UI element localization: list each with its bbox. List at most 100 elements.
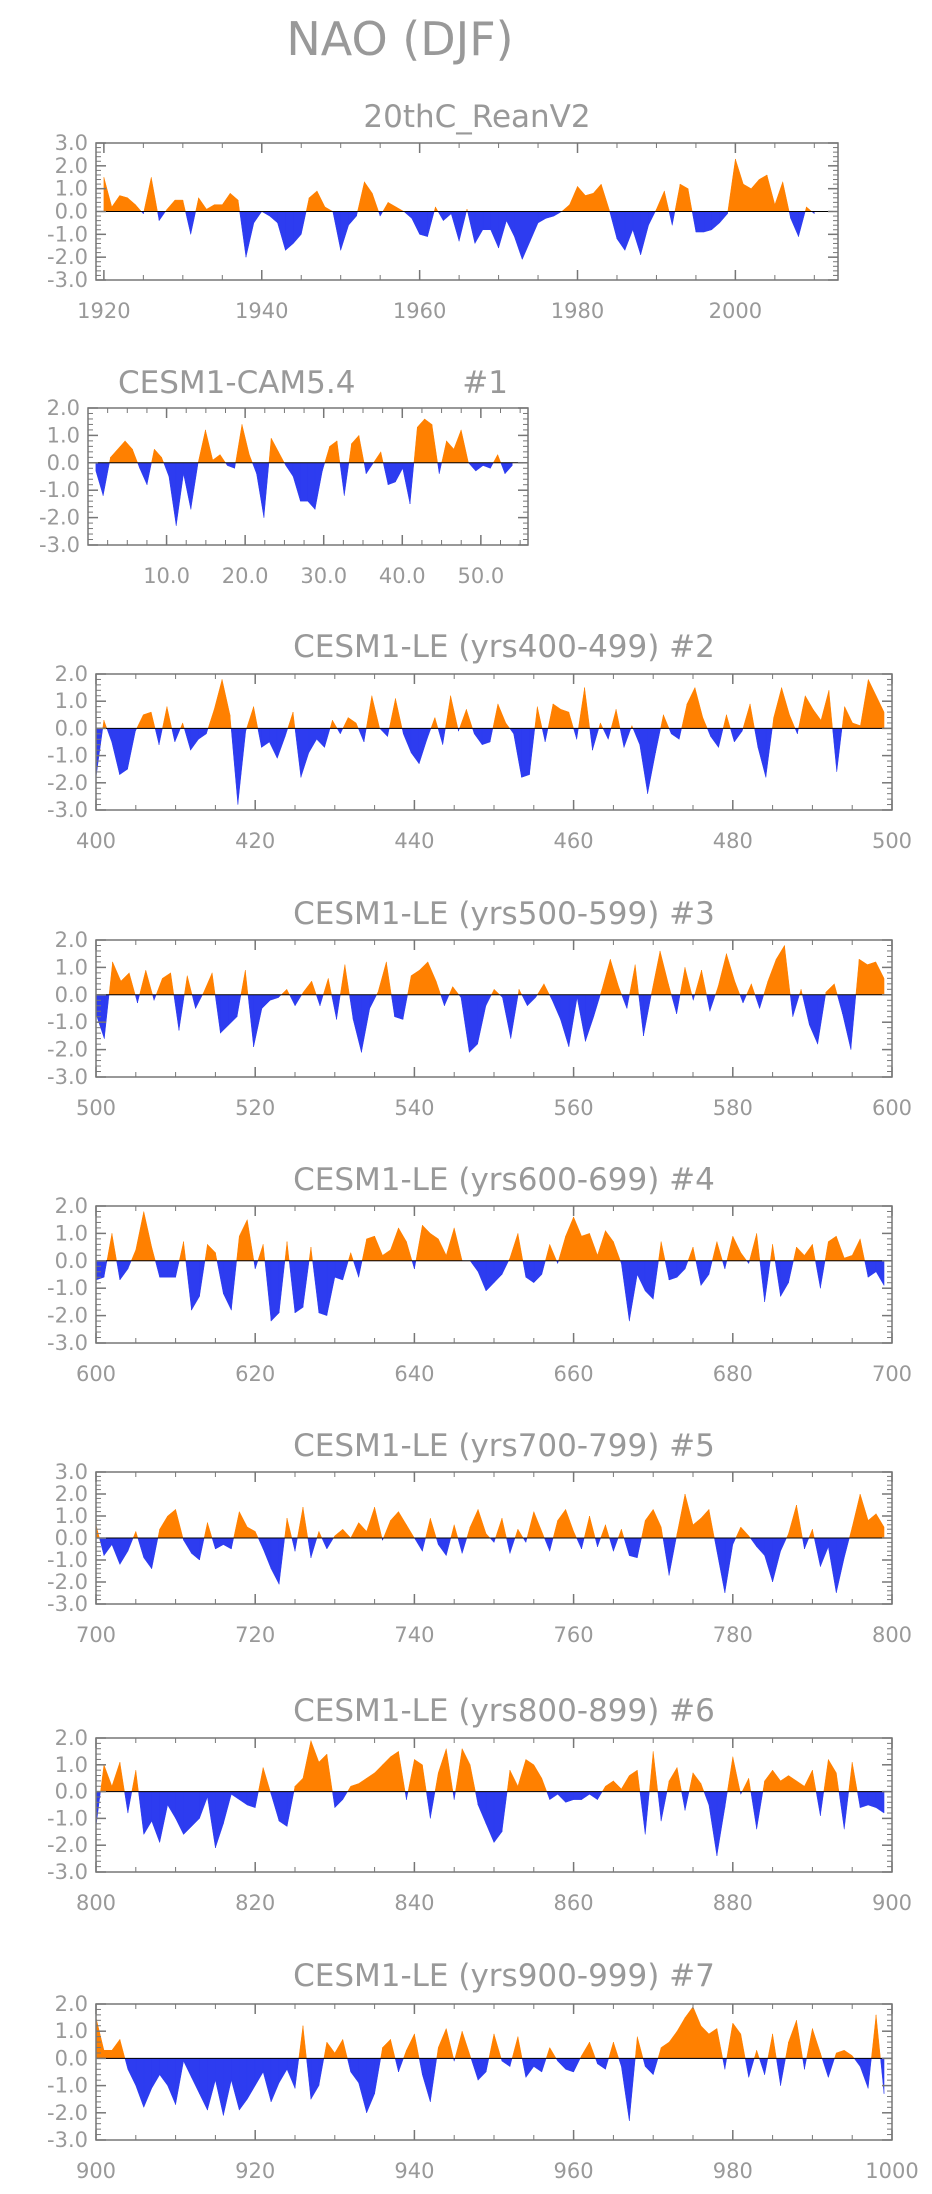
y-tick-label: -3.0 xyxy=(47,268,88,292)
x-tick-label: 50.0 xyxy=(457,564,504,588)
x-tick-label: 600 xyxy=(76,1362,116,1386)
y-tick-label: 3.0 xyxy=(55,131,88,155)
chart-tag: #7 xyxy=(659,1958,715,1994)
x-tick-label: 400 xyxy=(76,829,116,853)
negative-area xyxy=(95,1260,885,1322)
y-tick-label: 0.0 xyxy=(47,451,80,475)
y-tick-label: -3.0 xyxy=(47,798,88,822)
positive-area xyxy=(103,158,815,212)
x-tick-label: 880 xyxy=(713,1891,753,1915)
negative-area xyxy=(95,994,885,1053)
y-tick-label: -2.0 xyxy=(47,2101,88,2125)
y-tick-label: -2.0 xyxy=(47,1570,88,1594)
x-tick-label: 10.0 xyxy=(143,564,190,588)
x-tick-label: 520 xyxy=(235,1096,275,1120)
y-tick-label: -1.0 xyxy=(47,1548,88,1572)
x-tick-label: 440 xyxy=(394,829,434,853)
chart-title: CESM1-LE (yrs600-699) #4 xyxy=(293,1162,715,1198)
y-tick-label: 1.0 xyxy=(55,177,88,201)
x-tick-label: 1980 xyxy=(551,299,604,323)
figure-title: NAO (DJF) xyxy=(286,12,513,66)
x-tick-label: 760 xyxy=(554,1623,594,1647)
x-tick-label: 580 xyxy=(713,1096,753,1120)
x-tick-label: 680 xyxy=(713,1362,753,1386)
x-tick-label: 1920 xyxy=(77,299,130,323)
chart-title: CESM1-LE (yrs400-499) #2 xyxy=(293,629,715,665)
x-tick-label: 960 xyxy=(554,2159,594,2183)
y-tick-label: 3.0 xyxy=(55,1460,88,1484)
y-tick-label: -2.0 xyxy=(47,245,88,269)
x-tick-label: 800 xyxy=(872,1623,912,1647)
chart-panel-2: CESM1-CAM5.4 #1 2.0 1.0 0.0 -1.0 -2.0 -3.0 10.0 2… xyxy=(39,365,529,588)
y-tick-label: 2.0 xyxy=(55,1726,88,1750)
y-tick-label: -1.0 xyxy=(47,744,88,768)
chart-tag: #4 xyxy=(659,1162,715,1198)
x-tick-label: 800 xyxy=(76,1891,116,1915)
chart-title-text: CESM1-LE (yrs600-699) xyxy=(293,1162,659,1198)
chart-tag: #3 xyxy=(659,896,715,932)
y-tick-label: 2.0 xyxy=(47,396,80,420)
x-tick-label: 500 xyxy=(872,829,912,853)
negative-area xyxy=(95,728,885,805)
x-tick-label: 660 xyxy=(554,1362,594,1386)
x-tick-label: 40.0 xyxy=(379,564,426,588)
y-tick-label: -3.0 xyxy=(47,1860,88,1884)
y-tick-label: 0.0 xyxy=(55,1780,88,1804)
y-tick-label: -2.0 xyxy=(39,506,80,530)
chart-title-text: CESM1-LE (yrs700-799) xyxy=(293,1428,659,1464)
x-tick-label: 1940 xyxy=(235,299,288,323)
x-tick-label: 30.0 xyxy=(300,564,347,588)
y-tick-label: 0.0 xyxy=(55,716,88,740)
y-tick-label: -3.0 xyxy=(47,1065,88,1089)
y-tick-label: 2.0 xyxy=(55,928,88,952)
chart-tag: #1 xyxy=(462,365,508,401)
y-tick-label: 1.0 xyxy=(47,423,80,447)
plot-frame xyxy=(95,939,893,1078)
x-tick-label: 780 xyxy=(713,1623,753,1647)
x-tick-label: 1960 xyxy=(393,299,446,323)
chart-title-text: CESM1-LE (yrs500-599) xyxy=(293,896,659,932)
chart-title: CESM1-CAM5.4 xyxy=(118,365,355,401)
y-tick-label: -1.0 xyxy=(39,478,80,502)
chart-title-text: CESM1-LE (yrs900-999) xyxy=(293,1958,659,1994)
x-tick-label: 700 xyxy=(872,1362,912,1386)
y-tick-label: -2.0 xyxy=(47,1304,88,1328)
negative-area xyxy=(96,2058,885,2121)
chart-tag: #6 xyxy=(659,1693,715,1729)
y-tick-label: 2.0 xyxy=(55,154,88,178)
panels: 20thC_ReanV23.02.01.00.0-1.0-2.0-3.01920… xyxy=(39,99,919,2183)
positive-area xyxy=(96,679,885,729)
positive-area xyxy=(96,944,885,996)
x-tick-label: 820 xyxy=(235,1891,275,1915)
y-tick-label: 1.0 xyxy=(55,955,88,979)
x-tick-label: 700 xyxy=(76,1623,116,1647)
y-tick-label: 1.0 xyxy=(55,2019,88,2043)
y-tick-label: 1.0 xyxy=(55,1221,88,1245)
y-tick-label: -1.0 xyxy=(47,1806,88,1830)
chart-panel-6: CESM1-LE (yrs700-799) #5 3.02.01.00.0-1.0… xyxy=(47,1428,912,1647)
x-tick-label: 600 xyxy=(872,1096,912,1120)
chart-tag: #2 xyxy=(659,629,715,665)
y-tick-label: 1.0 xyxy=(55,689,88,713)
plot-frame xyxy=(95,673,893,811)
positive-area xyxy=(96,1211,885,1262)
positive-area xyxy=(95,418,513,464)
x-tick-label: 740 xyxy=(394,1623,434,1647)
x-tick-label: 2000 xyxy=(709,299,762,323)
x-tick-label: 460 xyxy=(554,829,594,853)
x-tick-label: 540 xyxy=(394,1096,434,1120)
chart-panel-3: CESM1-LE (yrs400-499) #2 2.0 1.0 0.0 -1.0 -2.… xyxy=(47,629,912,853)
x-tick-label: 560 xyxy=(554,1096,594,1120)
x-tick-label: 480 xyxy=(713,829,753,853)
chart-title: CESM1-LE (yrs900-999) #7 xyxy=(293,1958,715,1994)
chart-title-text: CESM1-LE (yrs800-899) xyxy=(293,1693,659,1729)
negative-area xyxy=(95,1791,885,1856)
y-tick-label: 2.0 xyxy=(55,1482,88,1506)
chart-title: CESM1-LE (yrs800-899) #6 xyxy=(293,1693,715,1729)
chart-panel-7: CESM1-LE (yrs800-899) #6 2.0 1.0 0.0-1.0 -2.… xyxy=(47,1693,912,1915)
x-tick-label: 840 xyxy=(394,1891,434,1915)
y-tick-label: 0.0 xyxy=(55,1526,88,1550)
y-tick-label: 1.0 xyxy=(55,1504,88,1528)
y-tick-label: -3.0 xyxy=(39,533,80,557)
